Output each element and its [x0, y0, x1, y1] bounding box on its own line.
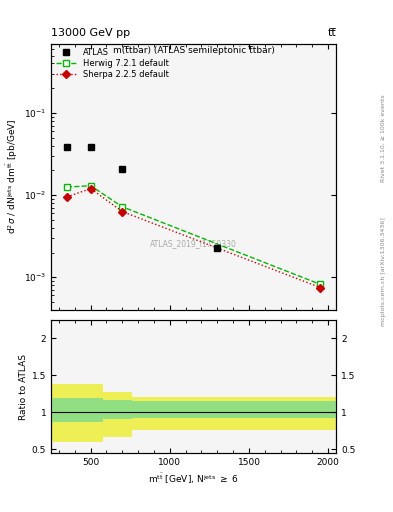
Text: 13000 GeV pp: 13000 GeV pp	[51, 28, 130, 38]
Legend: ATLAS, Herwig 7.2.1 default, Sherpa 2.2.5 default: ATLAS, Herwig 7.2.1 default, Sherpa 2.2.…	[54, 46, 171, 81]
Sherpa 2.2.5 default	[64, 194, 69, 200]
ATLAS	[88, 144, 93, 151]
ATLAS	[120, 165, 125, 172]
ATLAS	[215, 244, 220, 250]
Herwig 7.2.1 default	[64, 184, 69, 190]
Line: Herwig 7.2.1 default: Herwig 7.2.1 default	[64, 183, 323, 287]
Sherpa 2.2.5 default	[318, 285, 323, 291]
Text: m(t̅tbar) (ATLAS semileptonic t̅tbar): m(t̅tbar) (ATLAS semileptonic t̅tbar)	[113, 46, 274, 55]
Sherpa 2.2.5 default	[120, 208, 125, 215]
Line: Sherpa 2.2.5 default: Sherpa 2.2.5 default	[64, 186, 323, 290]
Y-axis label: d$^2\sigma$ / dN$^\mathregular{jets}$ dm$^\mathregular{t\bar{t}}$ [pb/GeV]: d$^2\sigma$ / dN$^\mathregular{jets}$ dm…	[4, 119, 20, 234]
Text: ATLAS_2019_I1750330: ATLAS_2019_I1750330	[150, 239, 237, 248]
Text: Rivet 3.1.10, ≥ 100k events: Rivet 3.1.10, ≥ 100k events	[381, 94, 386, 182]
Y-axis label: Ratio to ATLAS: Ratio to ATLAS	[19, 353, 28, 419]
Sherpa 2.2.5 default	[88, 185, 93, 191]
Text: tt̅: tt̅	[327, 28, 336, 38]
Text: mcplots.cern.ch [arXiv:1306.3436]: mcplots.cern.ch [arXiv:1306.3436]	[381, 217, 386, 326]
Line: ATLAS: ATLAS	[64, 144, 220, 251]
ATLAS	[64, 144, 69, 151]
Herwig 7.2.1 default	[318, 281, 323, 287]
X-axis label: m$^\mathregular{t\bar{t}}$ [GeV], N$^\mathregular{jets}$ $\geq$ 6: m$^\mathregular{t\bar{t}}$ [GeV], N$^\ma…	[148, 471, 239, 486]
Herwig 7.2.1 default	[88, 183, 93, 189]
Herwig 7.2.1 default	[120, 204, 125, 210]
